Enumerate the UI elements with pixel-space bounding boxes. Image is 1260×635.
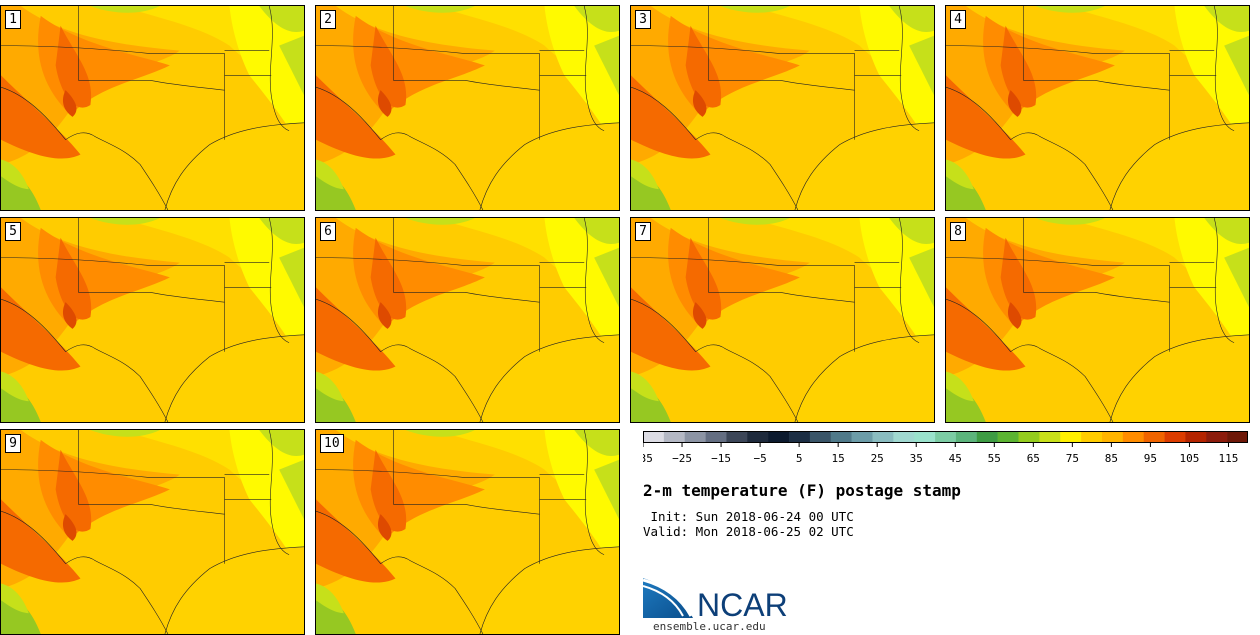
member-map	[316, 6, 619, 210]
colorbar-swatch	[1227, 431, 1248, 443]
member-map	[1, 6, 304, 210]
colorbar-swatch	[684, 431, 706, 443]
colorbar-swatch	[643, 431, 665, 443]
member-label: 3	[635, 10, 651, 29]
colorbar-tick-label: −15	[711, 452, 731, 465]
member-panel-9: 9	[0, 429, 305, 635]
member-label: 1	[5, 10, 21, 29]
member-map	[1, 430, 304, 634]
init-time: Init: Sun 2018-06-24 00 UTC	[643, 509, 854, 524]
colorbar-frame	[643, 431, 1248, 443]
colorbar-swatch	[1060, 431, 1082, 443]
colorbar-swatch	[830, 431, 852, 443]
member-label: 5	[5, 222, 21, 241]
member-panel-6: 6	[315, 217, 620, 423]
member-map	[1, 218, 304, 422]
temperature-colorbar: −35 −25 −15 −5 5 15 25 35 45 55 65 75 85 95 105 115	[643, 431, 1248, 465]
member-map	[946, 6, 1249, 210]
colorbar-swatch	[789, 431, 811, 443]
colorbar-tick-label: 65	[1027, 452, 1040, 465]
colorbar-swatch	[872, 431, 894, 443]
member-label: 10	[320, 434, 344, 453]
member-map	[631, 218, 934, 422]
member-map	[316, 218, 619, 422]
member-label: 9	[5, 434, 21, 453]
member-panel-3: 3	[630, 5, 935, 211]
member-label: 8	[950, 222, 966, 241]
colorbar-tick-label: 115	[1219, 452, 1239, 465]
colorbar-swatch	[1185, 431, 1207, 443]
colorbar-swatch	[809, 431, 832, 443]
colorbar-swatch	[1101, 431, 1124, 443]
member-label: 2	[320, 10, 336, 29]
colorbar-swatch	[955, 431, 978, 443]
colorbar-swatch	[705, 431, 727, 443]
colorbar-swatch	[1143, 431, 1165, 443]
colorbar-swatch	[1018, 431, 1040, 443]
member-panel-5: 5	[0, 217, 305, 423]
ncar-logo: NCAR	[643, 578, 788, 622]
colorbar-tick-label: −35	[643, 452, 653, 465]
colorbar-swatch	[1206, 431, 1228, 443]
member-map	[946, 218, 1249, 422]
colorbar-tick-label: 25	[871, 452, 884, 465]
chart-title: 2-m temperature (F) postage stamp	[643, 481, 961, 500]
member-panel-7: 7	[630, 217, 935, 423]
colorbar-tick-label: 75	[1066, 452, 1079, 465]
colorbar-tick-label: 105	[1180, 452, 1200, 465]
colorbar-tick-label: 95	[1144, 452, 1157, 465]
colorbar-tick-label: 85	[1105, 452, 1118, 465]
member-map	[631, 6, 934, 210]
colorbar-swatch	[976, 431, 998, 443]
member-panel-4: 4	[945, 5, 1250, 211]
member-label: 6	[320, 222, 336, 241]
colorbar-swatch	[893, 431, 915, 443]
colorbar-tick-label: 45	[949, 452, 962, 465]
member-label: 4	[950, 10, 966, 29]
colorbar-swatch	[747, 431, 769, 443]
member-panel-8: 8	[945, 217, 1250, 423]
colorbar-tick-label: −25	[672, 452, 692, 465]
colorbar-swatch	[1122, 431, 1144, 443]
colorbar-tick-label: 15	[832, 452, 845, 465]
member-panel-10: 10	[315, 429, 620, 635]
colorbar-tick-label: 55	[988, 452, 1001, 465]
colorbar-swatch	[663, 431, 686, 443]
valid-time: Valid: Mon 2018-06-25 02 UTC	[643, 524, 854, 539]
colorbar-swatch	[997, 431, 1019, 443]
member-map	[316, 430, 619, 634]
colorbar-swatch	[1039, 431, 1061, 443]
colorbar-tick-label: 5	[796, 452, 803, 465]
member-panel-2: 2	[315, 5, 620, 211]
site-url: ensemble.ucar.edu	[653, 620, 766, 633]
colorbar-tick-label: 35	[910, 452, 923, 465]
colorbar-swatch	[851, 431, 873, 443]
colorbar-swatch	[935, 431, 957, 443]
member-panel-1: 1	[0, 5, 305, 211]
colorbar-swatch	[1081, 431, 1103, 443]
colorbar-swatch	[914, 431, 936, 443]
colorbar-swatch	[768, 431, 790, 443]
colorbar-tick-label: −5	[753, 452, 766, 465]
svg-text:NCAR: NCAR	[697, 587, 788, 622]
colorbar-swatch	[726, 431, 748, 443]
colorbar-swatch	[1164, 431, 1186, 443]
member-label: 7	[635, 222, 651, 241]
